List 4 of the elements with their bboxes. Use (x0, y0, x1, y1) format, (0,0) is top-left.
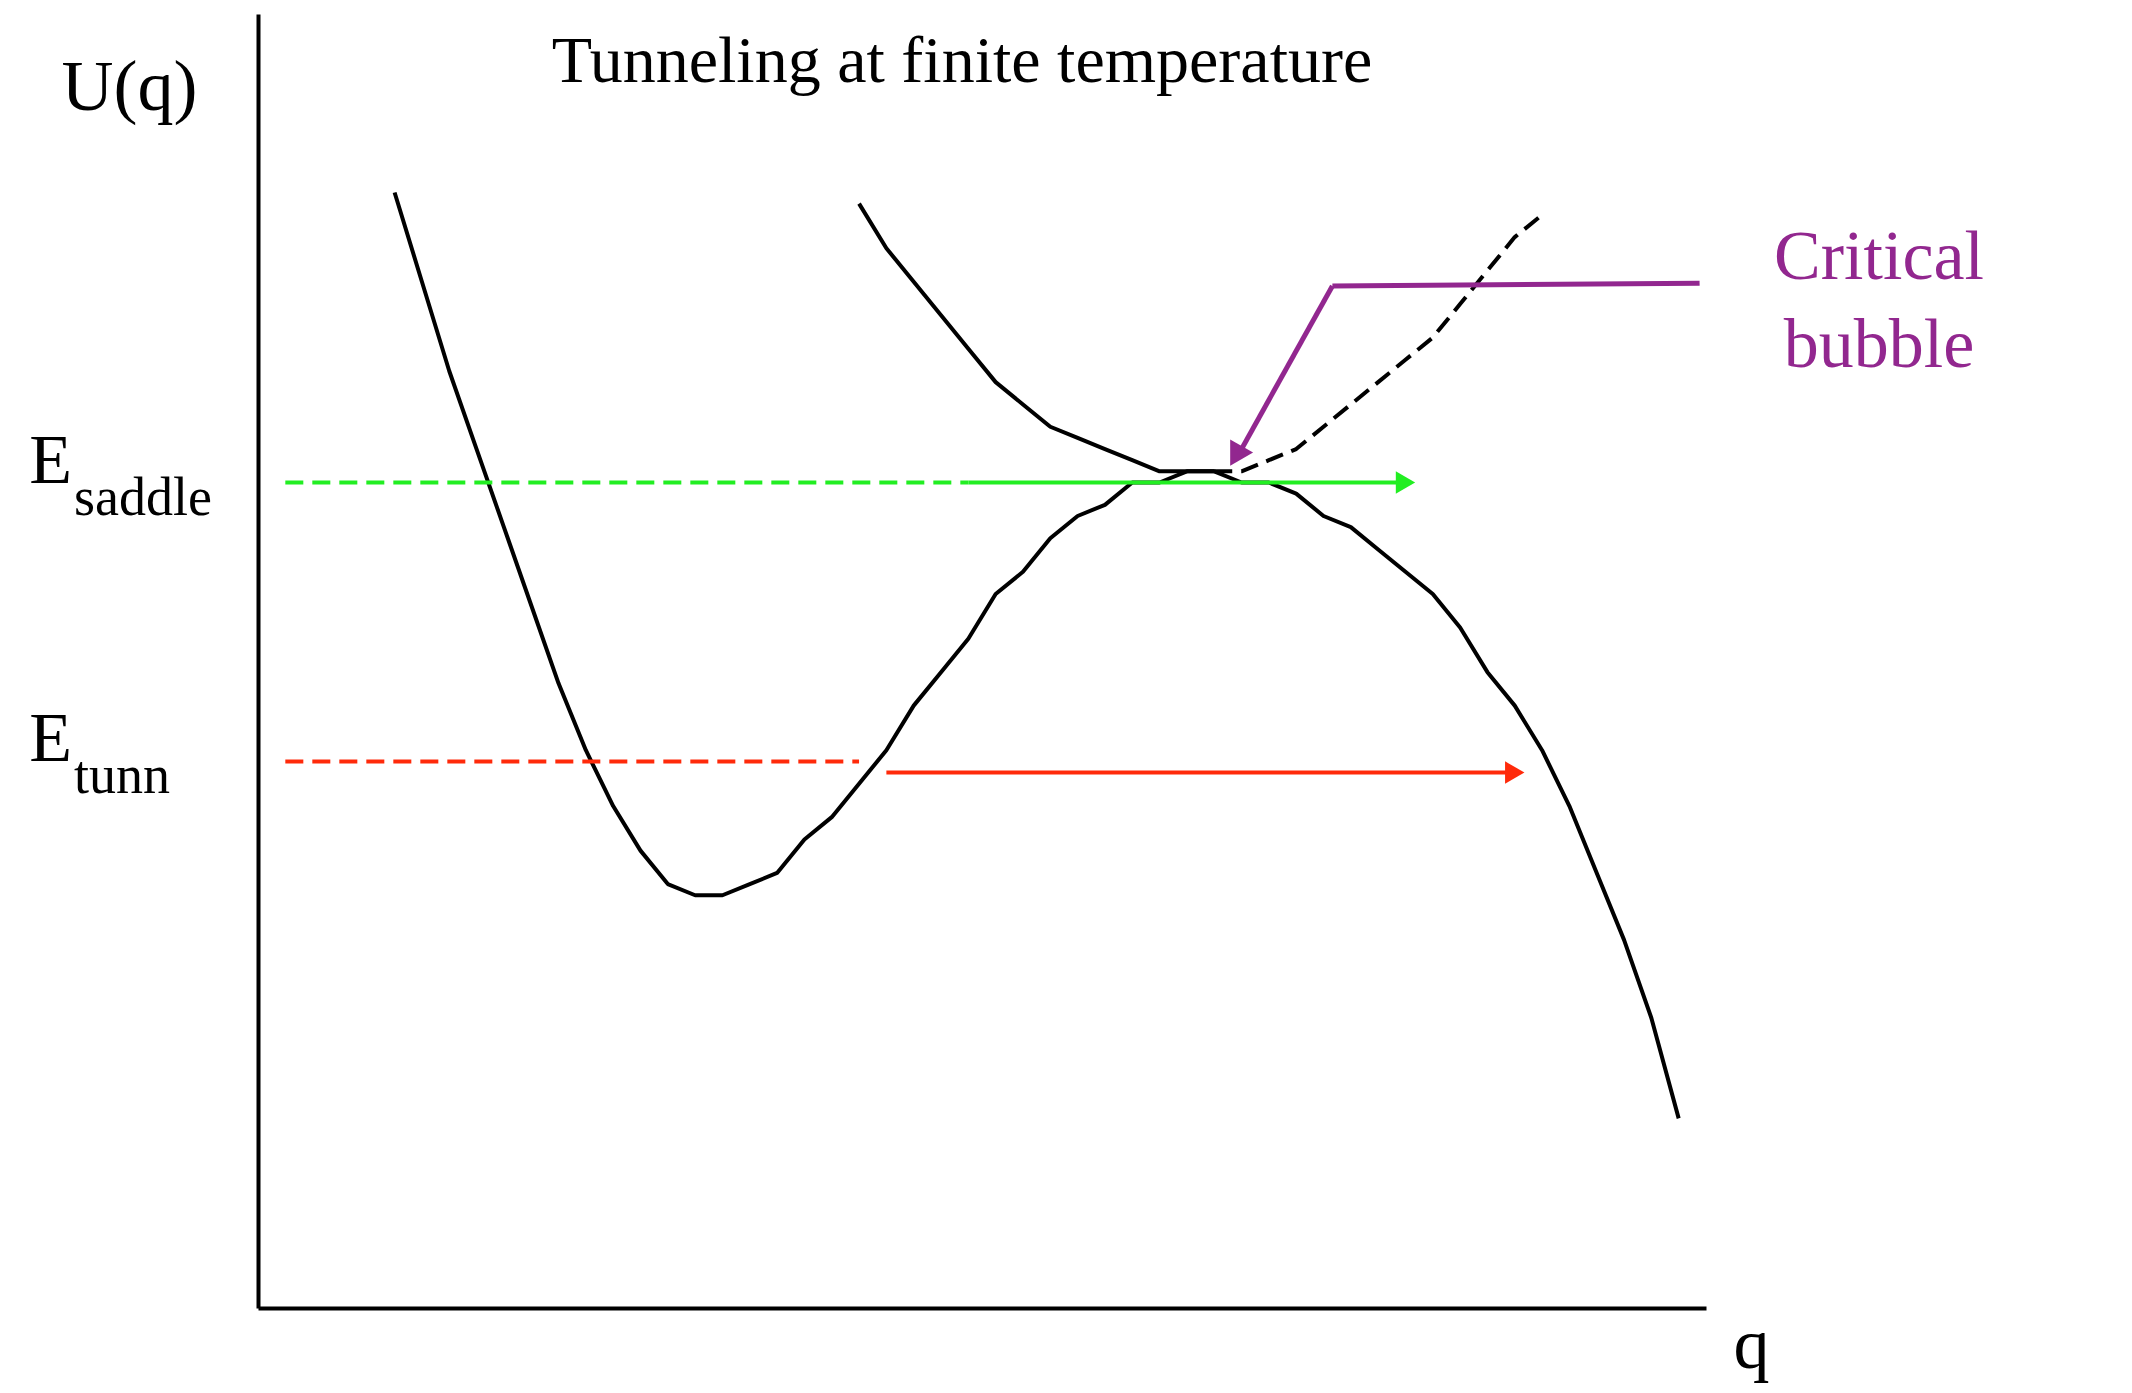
x-axis-title: q (1733, 1303, 1770, 1384)
chart-title: Tunneling at finite temperature (551, 23, 1373, 96)
text: Critical bubble (1774, 217, 1984, 382)
y-axis-title: U(q) (61, 45, 198, 126)
